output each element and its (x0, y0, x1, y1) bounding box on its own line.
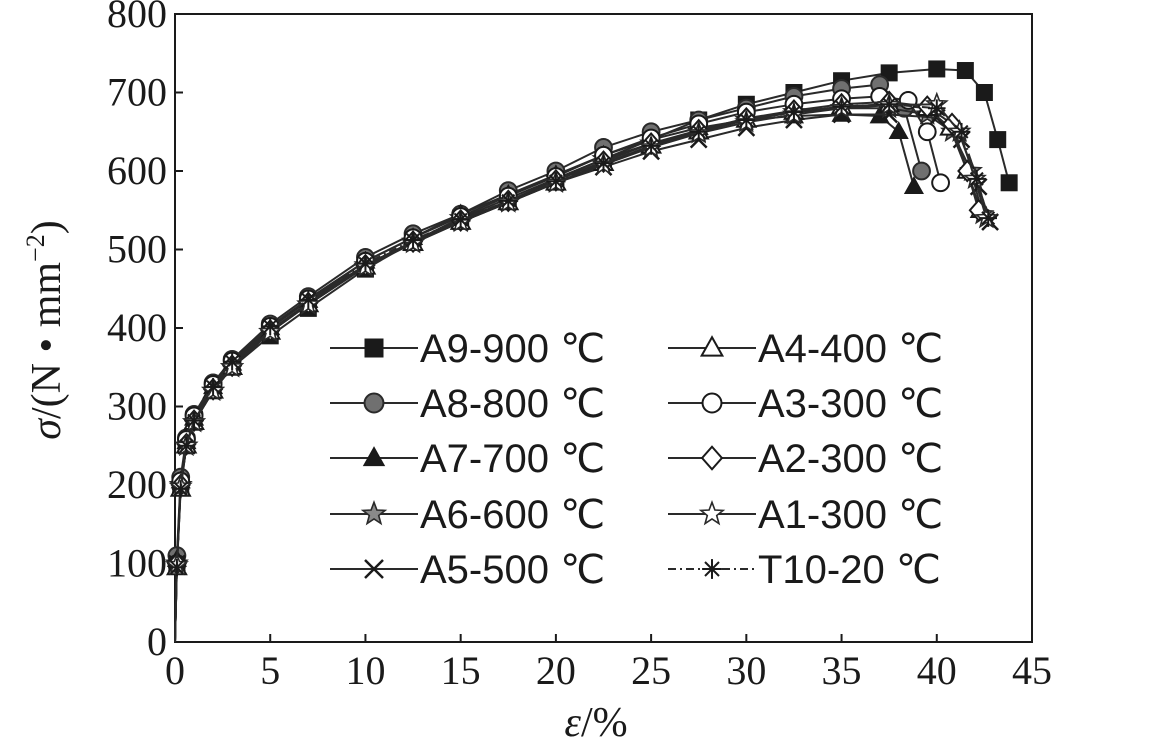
legend-item-4: A5-500 ℃ (330, 548, 605, 592)
data-point-9-22 (952, 122, 971, 141)
data-point-9-9 (356, 254, 375, 273)
legend-marker-0 (364, 338, 384, 358)
x-tick-label-40: 40 (917, 648, 957, 693)
legend-item-1: A8-800 ℃ (330, 382, 605, 426)
legend-label-3: A6-600 ℃ (420, 493, 605, 537)
data-point-9-14 (594, 154, 613, 172)
data-point-0-25 (1000, 174, 1018, 192)
y-tick-label-200: 200 (107, 462, 167, 507)
legend-marker-1 (363, 392, 385, 414)
data-point-9-1 (168, 558, 186, 577)
legend: A9-900 ℃ A8-800 ℃ A7-700 ℃ A6-600 ℃ A5-500 ℃… (330, 327, 943, 592)
legend-item-5: A4-400 ℃ (668, 327, 943, 371)
x-tick-label-25: 25 (631, 648, 671, 693)
series-9 (168, 95, 997, 643)
y-axis-close: ) (24, 220, 70, 234)
data-point-9-8 (299, 290, 318, 309)
data-point-9-2 (171, 480, 190, 498)
x-tick-label-15: 15 (441, 648, 481, 693)
data-point-0-24 (989, 131, 1007, 149)
data-point-9-10 (404, 231, 422, 249)
legend-label-7: A2-300 ℃ (758, 437, 943, 481)
legend-item-8: A1-300 ℃ (668, 493, 943, 537)
legend-marker-9 (702, 559, 722, 579)
legend-label-1: A8-800 ℃ (420, 382, 605, 426)
y-tick-label-100: 100 (107, 541, 167, 586)
x-tick-label-20: 20 (536, 648, 576, 693)
y-axis-exponent: −2 (21, 234, 50, 262)
legend-marker-3 (360, 500, 388, 526)
data-point-0-23 (975, 84, 993, 101)
data-point-9-15 (642, 137, 660, 155)
data-point-9-17 (737, 111, 756, 129)
x-tick-label-5: 5 (260, 648, 280, 693)
legend-marker-4 (364, 559, 384, 579)
data-point-1-22 (912, 161, 931, 181)
axis-ticks: 0 5 10 15 20 25 30 35 40 45 0 100 200 300 400 500 600 700… (107, 0, 1052, 693)
x-tick-label-45: 45 (1012, 648, 1052, 693)
y-tick-label-800: 800 (107, 0, 167, 36)
legend-item-0: A9-900 ℃ (330, 327, 605, 371)
data-point-2-22 (903, 176, 924, 194)
data-point-9-11 (451, 210, 470, 229)
legend-marker-2 (362, 446, 386, 467)
legend-label-2: A7-700 ℃ (420, 437, 605, 481)
x-axis-symbol: ε (564, 700, 581, 746)
data-point-9-24 (979, 209, 997, 227)
legend-marker-8 (698, 500, 726, 526)
series-layer (164, 60, 1018, 643)
data-point-9-16 (689, 122, 708, 141)
y-axis-title: σ/(N • mm−2) (21, 220, 70, 439)
x-tick-label-30: 30 (726, 648, 766, 693)
y-tick-label-0: 0 (147, 619, 167, 664)
data-point-0-22 (956, 62, 974, 80)
legend-item-3: A6-600 ℃ (330, 493, 605, 537)
data-point-9-3 (177, 436, 196, 455)
data-point-9-13 (547, 172, 565, 191)
x-tick-label-35: 35 (822, 648, 862, 693)
legend-label-5: A4-400 ℃ (758, 327, 943, 371)
data-point-9-5 (204, 378, 222, 396)
y-tick-label-700: 700 (107, 70, 167, 115)
data-point-9-6 (223, 352, 241, 371)
y-tick-label-400: 400 (107, 305, 167, 350)
data-point-9-7 (261, 317, 280, 336)
y-tick-label-600: 600 (107, 148, 167, 193)
data-point-0-20 (880, 64, 898, 82)
data-point-9-21 (927, 99, 946, 117)
legend-item-7: A2-300 ℃ (668, 437, 943, 481)
legend-label-4: A5-500 ℃ (420, 548, 605, 592)
y-tick-label-300: 300 (107, 384, 167, 429)
data-point-9-4 (185, 411, 203, 430)
data-point-6-23 (931, 173, 950, 193)
y-axis-unit: /(N • mm (24, 262, 70, 419)
legend-item-9: T10-20 ℃ (668, 548, 941, 592)
y-axis-symbol: σ (24, 417, 70, 440)
data-point-0-21 (928, 60, 946, 78)
data-point-6-22 (917, 122, 937, 142)
x-tick-label-0: 0 (165, 648, 185, 693)
x-axis-title: ε/% (564, 700, 627, 746)
legend-marker-6 (701, 392, 723, 414)
data-point-7-23 (957, 159, 978, 183)
legend-label-6: A3-300 ℃ (758, 382, 943, 426)
legend-marker-5 (699, 335, 725, 357)
legend-item-2: A7-700 ℃ (330, 437, 605, 481)
y-tick-label-500: 500 (107, 227, 167, 272)
data-point-9-19 (832, 97, 851, 116)
x-axis-unit: /% (581, 700, 628, 746)
data-point-9-12 (499, 192, 518, 210)
legend-marker-7 (700, 445, 724, 471)
data-point-9-23 (967, 170, 986, 188)
legend-label-0: A9-900 ℃ (420, 327, 605, 371)
data-point-9-20 (880, 95, 898, 114)
legend-label-9: T10-20 ℃ (758, 548, 941, 592)
legend-item-6: A3-300 ℃ (668, 382, 943, 426)
data-point-9-18 (785, 103, 803, 121)
x-tick-label-10: 10 (345, 648, 385, 693)
data-point-2-21 (888, 121, 909, 140)
legend-label-8: A1-300 ℃ (758, 493, 943, 537)
